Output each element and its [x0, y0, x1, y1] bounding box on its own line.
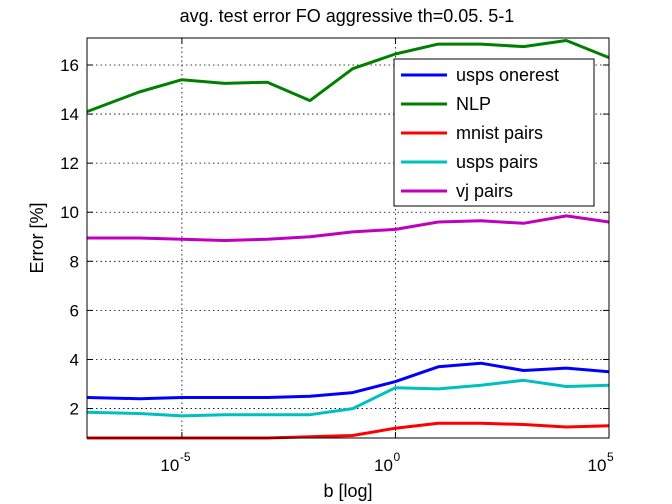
y-tick-label: 2: [70, 400, 79, 419]
x-tick-base: 10: [374, 456, 393, 475]
y-tick-label: 6: [70, 301, 79, 320]
legend-label: usps pairs: [456, 152, 538, 172]
legend-item-vj-pairs: vj pairs: [401, 181, 513, 201]
x-axis-label: b [log]: [323, 481, 372, 501]
legend-item-usps-onerest: usps onerest: [401, 65, 559, 85]
series-line-usps-onerest: [86, 361, 610, 401]
series-line-usps-pairs: [86, 378, 610, 418]
grid: [87, 38, 610, 438]
x-tick-label: 10 5: [588, 450, 614, 475]
series-lines: [86, 39, 610, 440]
legend: usps onerest NLP mnist pairs usps pairs vj p…: [393, 58, 595, 207]
x-tick-base: 10: [588, 456, 607, 475]
x-tick-label: 10 -5: [160, 450, 190, 475]
x-tick-exponent: -5: [180, 450, 191, 464]
plot-frame: [86, 37, 610, 439]
y-tick-label: 10: [60, 203, 79, 222]
y-tick-label: 4: [70, 350, 79, 369]
legend-label: usps onerest: [456, 65, 559, 85]
legend-label: mnist pairs: [456, 123, 543, 143]
y-axis-label: Error [%]: [27, 202, 47, 273]
legend-item-usps-pairs: usps pairs: [401, 152, 538, 172]
legend-item-nlp: NLP: [401, 94, 491, 114]
y-tick-label: 12: [60, 154, 79, 173]
y-tick-label: 16: [60, 56, 79, 75]
x-tick-exponent: 0: [393, 450, 400, 464]
x-tick-exponent: 5: [607, 450, 614, 464]
series-line-vj-pairs: [87, 214, 610, 242]
x-tick-label: 10 0: [374, 450, 400, 475]
legend-item-mnist-pairs: mnist pairs: [401, 123, 543, 143]
chart-title: avg. test error FO aggressive th=0.05. 5…: [180, 6, 515, 26]
legend-label: NLP: [456, 94, 491, 114]
series-line-nlp: [86, 39, 610, 114]
legend-label: vj pairs: [456, 181, 513, 201]
x-tick-base: 10: [160, 456, 179, 475]
y-tick-label: 14: [60, 105, 79, 124]
y-tick-label: 8: [70, 252, 79, 271]
